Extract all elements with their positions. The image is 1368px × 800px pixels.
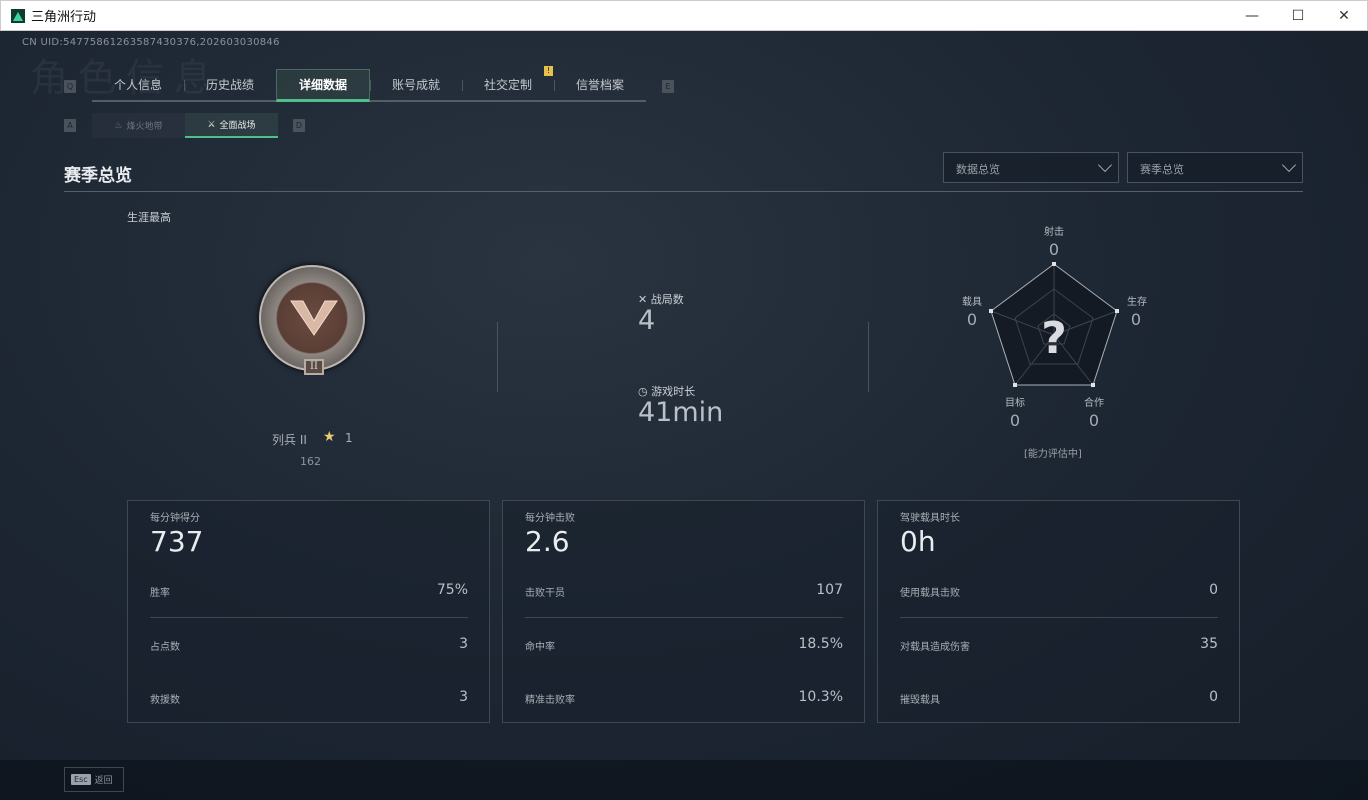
radar-value-shooting: 0: [1048, 240, 1060, 259]
card-title: 驾驶载具时长: [900, 513, 960, 524]
ghost-title: 角色信息: [30, 56, 223, 100]
back-label: 返回: [94, 776, 113, 786]
stat-row: 摧毁载具 0: [900, 689, 1218, 706]
card-value: 737: [150, 525, 204, 558]
radar-label-shooting: 射击: [1044, 227, 1064, 238]
prev-tab-key[interactable]: Q: [64, 80, 76, 93]
stat-card-vehicle: 驾驶载具时长 0h 使用载具击败 0 对载具造成伤害 35 摧毁载具 0: [877, 500, 1240, 723]
section-title: 赛季总览: [64, 166, 132, 186]
battlefield-icon: ⚔: [207, 119, 216, 130]
next-sub-key[interactable]: D: [293, 119, 305, 132]
stat-row: 使用载具击败 0: [900, 582, 1218, 599]
radar-label-objective: 目标: [1005, 398, 1025, 409]
radar-value-survival: 0: [1130, 310, 1142, 329]
stat-row: 胜率 75%: [150, 582, 468, 599]
main-tabs: 个人信息 历史战绩 详细数据 账号成就 社交定制 信誉档案: [92, 69, 646, 102]
flame-icon: ♨: [114, 120, 123, 131]
prev-sub-key[interactable]: A: [64, 119, 76, 132]
data-type-select[interactable]: 数据总览: [943, 152, 1119, 183]
uid-text: CN UID:5477586126358743037​6,20260303084…: [22, 37, 280, 48]
radar-label-teamwork: 合作: [1084, 398, 1104, 409]
rank-points: 162: [300, 455, 321, 468]
stat-row: 击败干员 107: [525, 582, 843, 599]
tab-personal-info[interactable]: 个人信息: [113, 78, 162, 92]
main-area: 角色信息 CN UID:5477586126358743037​6,202603…: [0, 31, 1368, 800]
next-tab-key[interactable]: E: [662, 80, 674, 93]
radar-unknown-mark: ?: [1041, 313, 1067, 364]
divider: [525, 617, 843, 618]
window-titlebar: 三角洲行动 — ☐ ✕: [0, 0, 1368, 31]
rank-medal-icon: II: [259, 265, 365, 375]
stat-row: 救援数 3: [150, 689, 468, 706]
tab-history[interactable]: 历史战绩: [184, 69, 276, 100]
playtime-label: ◷ 游戏时长: [638, 385, 696, 398]
divider: [64, 191, 1303, 192]
radar-status: [能力评估中]: [1024, 449, 1082, 460]
subtab-full-battlefield[interactable]: ⚔ 全面战场: [185, 113, 278, 138]
divider: [900, 617, 1218, 618]
playtime-value: 41min: [638, 397, 724, 428]
stat-card-score: 每分钟得分 737 胜率 75% 占点数 3 救援数 3: [127, 500, 490, 723]
notification-badge: !: [544, 66, 553, 76]
tab-social[interactable]: 社交定制: [462, 69, 554, 100]
rank-name: 列兵 II: [272, 433, 307, 447]
back-button[interactable]: Esc 返回: [64, 767, 124, 792]
maximize-button[interactable]: ☐: [1291, 8, 1305, 24]
ability-radar-chart: ?: [989, 262, 1119, 387]
chevron-down-icon: [1097, 157, 1113, 173]
minimize-button[interactable]: —: [1245, 8, 1259, 24]
card-value: 2.6: [525, 525, 570, 558]
divider: [868, 322, 869, 392]
rank-stars: 1: [345, 431, 353, 445]
radar-label-survival: 生存: [1127, 297, 1147, 308]
subtab-label: 烽火地带: [126, 122, 163, 132]
radar-label-vehicle: 载具: [962, 297, 982, 308]
radar-value-objective: 0: [1009, 411, 1021, 430]
radar-value-teamwork: 0: [1088, 411, 1100, 430]
select-value: 数据总览: [956, 163, 1000, 176]
star-icon: ★: [323, 429, 336, 445]
radar-value-vehicle: 0: [966, 310, 978, 329]
divider: [497, 322, 498, 392]
stat-row: 命中率 18.5%: [525, 636, 843, 653]
close-button[interactable]: ✕: [1338, 8, 1350, 24]
matches-label: ✕ 战局数: [638, 293, 684, 306]
stat-card-kills: 每分钟击败 2.6 击败干员 107 命中率 18.5% 精准击败率 10.3%: [502, 500, 865, 723]
app-logo-icon: [11, 8, 25, 23]
stat-row: 占点数 3: [150, 636, 468, 653]
stat-row: 精准击败率 10.3%: [525, 689, 843, 706]
chevron-down-icon: [1281, 157, 1297, 173]
tab-reputation[interactable]: 信誉档案: [554, 69, 646, 100]
subtab-hazard-zone[interactable]: ♨ 烽火地带: [92, 113, 185, 138]
window-title: 三角洲行动: [31, 10, 97, 25]
crossed-swords-icon: ✕: [638, 293, 648, 306]
esc-key: Esc: [71, 774, 91, 785]
select-value: 赛季总览: [1140, 163, 1184, 176]
tab-achievements[interactable]: 账号成就: [370, 69, 462, 100]
stat-row: 对载具造成伤害 35: [900, 636, 1218, 653]
card-title: 每分钟击败: [525, 513, 575, 524]
card-title: 每分钟得分: [150, 513, 200, 524]
tab-detailed-data[interactable]: 详细数据: [276, 69, 370, 102]
season-select[interactable]: 赛季总览: [1127, 152, 1303, 183]
sub-tabs: ♨ 烽火地带 ⚔ 全面战场: [92, 113, 278, 138]
rank-numeral: II: [304, 359, 324, 375]
card-value: 0h: [900, 525, 936, 558]
clock-icon: ◷: [638, 385, 648, 398]
subtab-label: 全面战场: [219, 121, 256, 131]
footer-bar: Esc 返回: [0, 760, 1368, 800]
career-best-label: 生涯最高: [127, 211, 171, 224]
divider: [150, 617, 468, 618]
matches-value: 4: [638, 305, 656, 336]
